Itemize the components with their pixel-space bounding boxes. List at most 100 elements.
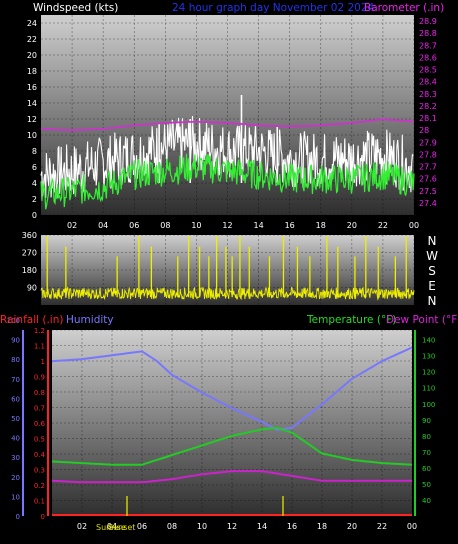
temp-x-tick-label: 02 bbox=[77, 522, 87, 531]
temperature-axis-label: Temperature (°F) bbox=[306, 314, 396, 326]
wind-x-tick-label: 02 bbox=[67, 221, 77, 230]
compass-label: E bbox=[428, 279, 436, 293]
rain-tick-label: 1.1 bbox=[34, 343, 45, 351]
barometer-tick-label: 27.4 bbox=[419, 199, 437, 208]
temperature-tick-label: 70 bbox=[422, 449, 431, 457]
humidity-axis-label: Humidity bbox=[66, 314, 114, 326]
temperature-tick-label: 40 bbox=[422, 497, 431, 505]
humidity-series-line bbox=[51, 346, 413, 431]
wind-x-tick-label: 22 bbox=[378, 221, 388, 230]
wind-x-tick-label: 16 bbox=[285, 221, 295, 230]
rainfall-axis-label: Rainfall (.in) bbox=[0, 314, 63, 326]
windspeed-axis-label: Windspeed (kts) bbox=[33, 2, 118, 14]
wind-x-tick-label: 20 bbox=[347, 221, 357, 230]
direction-tick-label: 270 bbox=[22, 249, 37, 258]
barometer-tick-label: 28.8 bbox=[419, 29, 437, 38]
temp-x-tick-label: 06 bbox=[137, 522, 147, 531]
temperature-tick-label: 50 bbox=[422, 481, 431, 489]
temp-x-tick-label: 08 bbox=[167, 522, 177, 531]
humidity-tick-label: 0 bbox=[16, 513, 20, 521]
barometer-tick-label: 27.7 bbox=[419, 163, 437, 172]
barometer-tick-label: 27.8 bbox=[419, 150, 437, 159]
rain-tick-label: 0.8 bbox=[34, 389, 45, 397]
windspeed-tick-label: 4 bbox=[32, 179, 37, 188]
temp-x-tick-label: 00 bbox=[407, 522, 417, 531]
barometer-tick-label: 28.4 bbox=[419, 78, 437, 87]
wind-x-tick-label: 08 bbox=[160, 221, 170, 230]
barometer-series-line bbox=[40, 118, 415, 132]
wind-x-tick-label: 14 bbox=[253, 221, 263, 230]
rain-tick-label: 0.6 bbox=[34, 420, 46, 428]
temp-ticks: 010203040506070809010000.10.20.30.40.50.… bbox=[7, 317, 436, 531]
barometer-tick-label: 28.5 bbox=[419, 66, 437, 75]
direction-series bbox=[40, 235, 415, 301]
humidity-tick-label: 100 bbox=[7, 317, 20, 325]
humidity-tick-label: 30 bbox=[11, 454, 20, 462]
windspeed-tick-label: 24 bbox=[27, 19, 37, 28]
temperature-tick-label: 120 bbox=[422, 369, 435, 377]
rain-tick-label: 0.7 bbox=[34, 405, 45, 413]
rain-tick-label: 0.9 bbox=[34, 374, 45, 382]
temperature-tick-label: 100 bbox=[422, 401, 435, 409]
barometer-tick-label: 27.6 bbox=[419, 175, 437, 184]
rain-tick-label: 0.3 bbox=[34, 467, 45, 475]
humidity-tick-label: 50 bbox=[11, 415, 20, 423]
wind-x-tick-label: 10 bbox=[191, 221, 201, 230]
windspeed-tick-label: 14 bbox=[27, 99, 37, 108]
temperature-tick-label: 110 bbox=[422, 385, 435, 393]
barometer-tick-label: 28.6 bbox=[419, 53, 437, 62]
rain-tick-label: 0 bbox=[41, 513, 45, 521]
compass-label: N bbox=[428, 234, 437, 248]
temp-x-tick-label: 16 bbox=[287, 522, 297, 531]
barometer-tick-label: 28 bbox=[419, 126, 429, 135]
dewpoint-series-line bbox=[51, 470, 412, 484]
direction-tick-label: 360 bbox=[22, 231, 37, 240]
temp-x-tick-label: 12 bbox=[227, 522, 237, 531]
temperature-tick-label: 130 bbox=[422, 353, 435, 361]
humidity-tick-label: 20 bbox=[11, 474, 20, 482]
temp-x-tick-label: 04 bbox=[107, 522, 117, 531]
windspeed-tick-label: 8 bbox=[32, 147, 37, 156]
windspeed-tick-label: 2 bbox=[32, 195, 37, 204]
humidity-tick-label: 90 bbox=[11, 337, 20, 345]
humidity-tick-label: 40 bbox=[11, 435, 20, 443]
barometer-tick-label: 27.5 bbox=[419, 187, 437, 196]
sunrise-label: Sunrise bbox=[96, 523, 126, 532]
compass-label: S bbox=[428, 264, 436, 278]
temp-x-tick-label: 22 bbox=[377, 522, 387, 531]
wind-x-tick-label: 12 bbox=[222, 221, 232, 230]
temp-x-tick-label: 20 bbox=[347, 522, 357, 531]
barometer-tick-label: 27.9 bbox=[419, 138, 437, 147]
barometer-tick-label: 28.3 bbox=[419, 90, 437, 99]
barometer-tick-label: 28.2 bbox=[419, 102, 437, 111]
humidity-tick-label: 70 bbox=[11, 376, 20, 384]
windspeed-tick-label: 22 bbox=[27, 35, 37, 44]
direction-series-line bbox=[40, 286, 415, 301]
temperature-tick-label: 80 bbox=[422, 433, 431, 441]
humidity-tick-label: 60 bbox=[11, 395, 20, 403]
wind-x-tick-label: 04 bbox=[98, 221, 108, 230]
barometer-tick-label: 28.1 bbox=[419, 114, 437, 123]
barometer-tick-label: 28.9 bbox=[419, 17, 437, 26]
wind-x-tick-label: 18 bbox=[316, 221, 326, 230]
temperature-tick-label: 140 bbox=[422, 337, 435, 345]
humidity-tick-label: 10 bbox=[11, 493, 20, 501]
temp-x-tick-label: 18 bbox=[317, 522, 327, 531]
temperature-tick-label: 90 bbox=[422, 417, 431, 425]
wind-series-line bbox=[40, 153, 415, 210]
rain-tick-label: 0.2 bbox=[34, 482, 45, 490]
rain-tick-label: 1 bbox=[41, 358, 45, 366]
rain-tick-label: 0.5 bbox=[34, 436, 45, 444]
temperature-tick-label: 60 bbox=[422, 465, 431, 473]
graph-title: 24 hour graph day November 02 2024 bbox=[172, 2, 375, 14]
humidity-tick-label: 80 bbox=[11, 356, 20, 364]
rain-tick-label: 0.4 bbox=[34, 451, 46, 459]
wind-grid bbox=[41, 15, 415, 216]
windspeed-tick-label: 16 bbox=[27, 83, 37, 92]
windspeed-tick-label: 0 bbox=[32, 211, 37, 220]
windspeed-tick-label: 20 bbox=[27, 51, 37, 60]
